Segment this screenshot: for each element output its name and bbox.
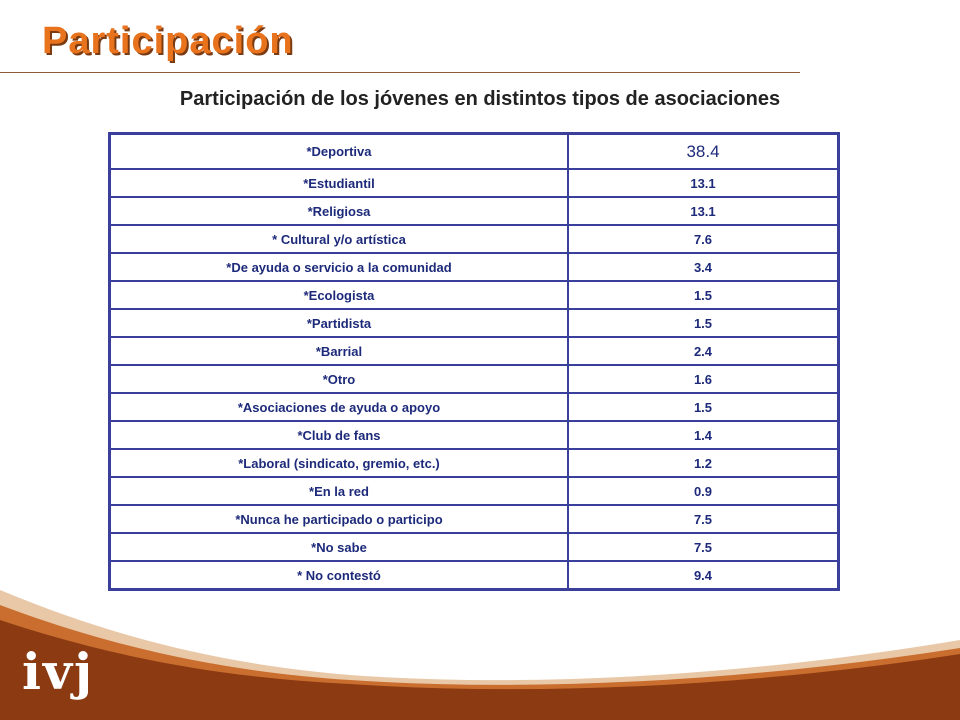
- category-cell: *No sabe: [108, 532, 569, 562]
- slide-title: Participación: [42, 20, 294, 62]
- ivj-logo: ivj: [22, 642, 95, 701]
- participation-table: *Deportiva 38.4 *Estudiantil 13.1 *Religiosa…: [108, 132, 840, 591]
- table-row: *Nunca he participado o participo 7.5: [108, 504, 840, 534]
- category-cell: *Nunca he participado o participo: [108, 504, 569, 534]
- category-cell: *Club de fans: [108, 420, 569, 450]
- category-cell: *Barrial: [108, 336, 569, 366]
- value-cell: 1.5: [567, 308, 840, 338]
- value-cell: 1.2: [567, 448, 840, 478]
- table-row: *Laboral (sindicato, gremio, etc.) 1.2: [108, 448, 840, 478]
- footer-decoration: [0, 590, 960, 720]
- participation-table-container: *Deportiva 38.4 *Estudiantil 13.1 *Religiosa…: [108, 132, 840, 591]
- category-cell: *Asociaciones de ayuda o apoyo: [108, 392, 569, 422]
- category-cell: *Otro: [108, 364, 569, 394]
- table-row: *Club de fans 1.4: [108, 420, 840, 450]
- title-divider: [0, 72, 800, 73]
- table-row: * No contestó 9.4: [108, 560, 840, 591]
- category-cell: * No contestó: [108, 560, 569, 591]
- category-cell: *Estudiantil: [108, 168, 569, 198]
- value-cell: 13.1: [567, 196, 840, 226]
- value-cell: 1.6: [567, 364, 840, 394]
- value-cell: 1.4: [567, 420, 840, 450]
- value-cell: 3.4: [567, 252, 840, 282]
- table-row: *Religiosa 13.1: [108, 196, 840, 226]
- value-cell: 7.6: [567, 224, 840, 254]
- category-cell: *Partidista: [108, 308, 569, 338]
- category-cell: *Deportiva: [108, 132, 569, 170]
- table-row: *Ecologista 1.5: [108, 280, 840, 310]
- value-cell: 2.4: [567, 336, 840, 366]
- footer-dark-band: [0, 620, 960, 720]
- table-row: *Barrial 2.4: [108, 336, 840, 366]
- table-row: *Otro 1.6: [108, 364, 840, 394]
- table-row: * Cultural y/o artística 7.6: [108, 224, 840, 254]
- table-row: *Estudiantil 13.1: [108, 168, 840, 198]
- value-cell: 1.5: [567, 280, 840, 310]
- category-cell: * Cultural y/o artística: [108, 224, 569, 254]
- value-cell: 7.5: [567, 532, 840, 562]
- category-cell: *En la red: [108, 476, 569, 506]
- category-cell: *Religiosa: [108, 196, 569, 226]
- category-cell: *Laboral (sindicato, gremio, etc.): [108, 448, 569, 478]
- table-row: *De ayuda o servicio a la comunidad 3.4: [108, 252, 840, 282]
- table-row: *No sabe 7.5: [108, 532, 840, 562]
- value-cell: 38.4: [567, 132, 840, 170]
- table-row: *Deportiva 38.4: [108, 132, 840, 170]
- table-subtitle: Participación de los jóvenes en distinto…: [179, 88, 781, 110]
- table-row: *Partidista 1.5: [108, 308, 840, 338]
- table-row: *En la red 0.9: [108, 476, 840, 506]
- value-cell: 0.9: [567, 476, 840, 506]
- table-body: *Deportiva 38.4 *Estudiantil 13.1 *Religiosa…: [108, 132, 840, 591]
- value-cell: 1.5: [567, 392, 840, 422]
- category-cell: *De ayuda o servicio a la comunidad: [108, 252, 569, 282]
- value-cell: 13.1: [567, 168, 840, 198]
- value-cell: 7.5: [567, 504, 840, 534]
- table-row: *Asociaciones de ayuda o apoyo 1.5: [108, 392, 840, 422]
- category-cell: *Ecologista: [108, 280, 569, 310]
- value-cell: 9.4: [567, 560, 840, 591]
